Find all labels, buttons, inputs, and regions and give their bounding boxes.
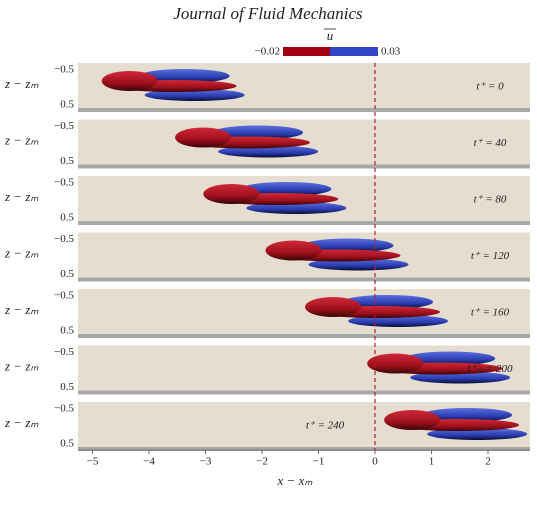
blue-structure <box>246 202 347 214</box>
x-tick-label: −3 <box>200 456 212 468</box>
x-ticks: −5 −4 −3 −2 −1 0 1 2 <box>87 450 491 468</box>
x-tick-label: −4 <box>143 456 155 468</box>
panel-floor <box>78 277 530 282</box>
journal-title: Journal of Fluid Mechanics <box>173 4 363 23</box>
red-structure <box>384 410 441 430</box>
y-label: z − zₘ <box>4 245 39 260</box>
y-tick-bottom: 0.5 <box>60 268 74 280</box>
red-structure <box>367 353 424 374</box>
colorbar-max: 0.03 <box>381 46 401 58</box>
y-label: z − zₘ <box>4 76 39 91</box>
x-tick-label: −1 <box>313 456 325 468</box>
y-tick-bottom: 0.5 <box>60 438 74 450</box>
time-label: t⁺ₘ = 200 <box>467 363 513 375</box>
red-structure <box>203 184 260 204</box>
time-label: t⁺ = 120 <box>471 250 510 262</box>
red-structure <box>305 297 362 317</box>
red-structure <box>265 240 322 261</box>
blue-structure <box>139 69 230 83</box>
colorbar-red <box>283 47 330 56</box>
x-tick-label: −5 <box>87 456 99 468</box>
blue-structure <box>308 258 409 271</box>
x-tick-label: 0 <box>372 456 378 468</box>
y-tick-bottom: 0.5 <box>60 155 74 167</box>
y-tick-top: −0.5 <box>54 64 74 76</box>
x-axis-title: x − xₘ <box>277 473 314 488</box>
x-tick-label: 1 <box>429 456 435 468</box>
red-structure <box>101 71 158 91</box>
time-label: t⁺ = 80 <box>474 194 507 206</box>
blue-structure <box>144 89 245 101</box>
time-label: t⁺ = 0 <box>476 81 504 93</box>
y-tick-top: −0.5 <box>54 403 74 415</box>
y-tick-top: −0.5 <box>54 346 74 358</box>
blue-structure <box>427 428 528 440</box>
y-tick-top: −0.5 <box>54 120 74 132</box>
colorbar-blue <box>330 47 378 56</box>
y-tick-top: −0.5 <box>54 290 74 302</box>
blue-structure <box>405 351 496 366</box>
panel-floor <box>78 334 530 338</box>
colorbar-min: −0.02 <box>255 46 280 58</box>
y-label: z − zₘ <box>4 415 39 430</box>
panel-floor <box>78 164 530 169</box>
panel-floor <box>78 390 530 395</box>
time-label: t⁺ = 240 <box>306 420 345 432</box>
blue-structure <box>410 371 511 384</box>
panel-floor <box>78 447 530 451</box>
y-tick-bottom: 0.5 <box>60 381 74 393</box>
y-tick-bottom: 0.5 <box>60 325 74 337</box>
y-tick-top: −0.5 <box>54 233 74 245</box>
y-tick-top: −0.5 <box>54 177 74 189</box>
time-label: t⁺ = 160 <box>471 307 510 319</box>
y-label: z − zₘ <box>4 302 39 317</box>
panel-floor <box>78 221 530 225</box>
x-tick-label: 2 <box>485 456 491 468</box>
x-tick-label: −2 <box>256 456 268 468</box>
y-tick-bottom: 0.5 <box>60 99 74 111</box>
time-label: t⁺ = 40 <box>474 137 507 149</box>
blue-structure <box>422 408 513 422</box>
y-label: z − zₘ <box>4 132 39 147</box>
y-label: z − zₘ <box>4 189 39 204</box>
panel-background <box>78 289 530 335</box>
blue-structure <box>218 145 319 158</box>
y-tick-bottom: 0.5 <box>60 212 74 224</box>
red-structure <box>175 127 232 148</box>
panel-floor <box>78 108 530 112</box>
panels: z − zₘ −0.5 0.5 t⁺ = 0 z − zₘ −0.5 0.5 t⁺ = 40 z… <box>4 63 530 451</box>
blue-structure <box>343 295 434 309</box>
blue-structure <box>303 238 394 253</box>
blue-structure <box>241 182 332 196</box>
blue-structure <box>213 125 304 140</box>
colorbar-symbol: u <box>327 28 334 43</box>
blue-structure <box>348 315 449 327</box>
y-label: z − zₘ <box>4 358 39 373</box>
